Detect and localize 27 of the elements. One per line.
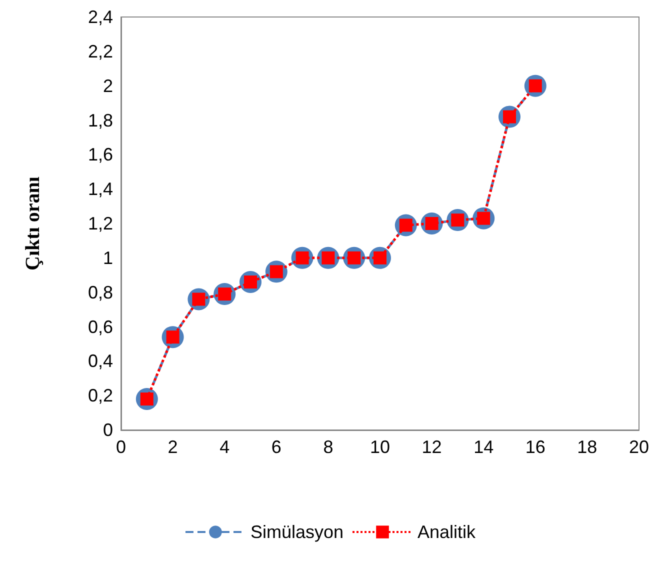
y-tick-label: 0,2 bbox=[88, 386, 113, 406]
x-tick-label: 14 bbox=[474, 437, 494, 457]
y-axis-title: Çıktı oranı bbox=[22, 176, 44, 270]
x-tick-label: 8 bbox=[323, 437, 334, 457]
x-tick-label: 20 bbox=[628, 437, 650, 457]
y-tick-label: 1,6 bbox=[88, 144, 113, 165]
y-tick-label: 1,4 bbox=[88, 179, 113, 200]
x-tick-label: 4 bbox=[220, 437, 230, 457]
x-tick-label: 12 bbox=[422, 437, 442, 457]
x-tick-label: 18 bbox=[577, 437, 598, 457]
y-tick-label: 2,2 bbox=[88, 41, 113, 62]
x-tick-label: 2 bbox=[168, 437, 178, 457]
y-tick-label: 0,6 bbox=[88, 316, 113, 337]
x-tick-label: 6 bbox=[271, 437, 282, 457]
y-tick-label: 1,8 bbox=[88, 110, 113, 130]
y-tick-label: 2 bbox=[102, 76, 113, 96]
legend-label: Simülasyon bbox=[250, 522, 344, 542]
y-tick-label: 2,4 bbox=[88, 7, 113, 27]
y-tick-label: 0,4 bbox=[88, 351, 113, 372]
y-tick-label: 0 bbox=[102, 420, 113, 440]
y-tick-label: 1 bbox=[102, 248, 113, 268]
x-tick-label: 0 bbox=[116, 437, 126, 457]
y-tick-label: 0,8 bbox=[88, 282, 113, 302]
x-tick-label: 10 bbox=[370, 437, 390, 457]
x-tick-label: 16 bbox=[525, 437, 546, 457]
legend-label: Analitik bbox=[418, 522, 477, 542]
y-tick-label: 1,2 bbox=[88, 214, 113, 234]
